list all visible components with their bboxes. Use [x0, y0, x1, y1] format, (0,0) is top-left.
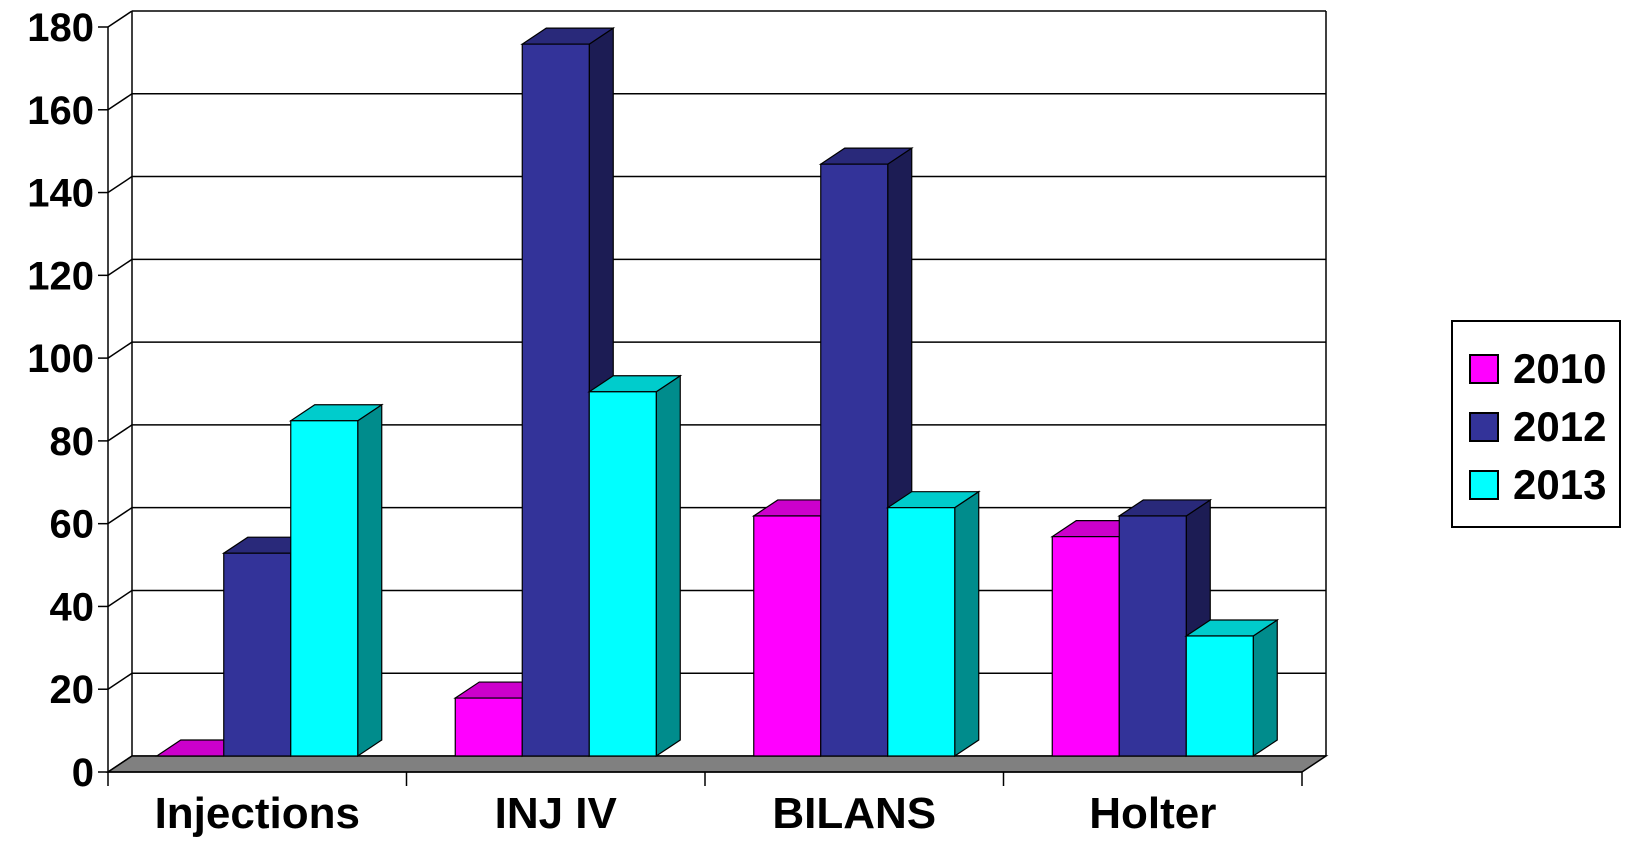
bar-2012-Injections	[223, 552, 292, 757]
bar-2013-INJ IV	[588, 391, 657, 757]
bar-2010-Holter	[1051, 536, 1120, 757]
y-tick-label: 0	[72, 751, 94, 795]
x-category-label: INJ IV	[495, 789, 618, 838]
legend-swatch-2010	[1469, 354, 1499, 384]
side-wall-gridline	[107, 672, 133, 690]
y-tick-label: 120	[27, 254, 94, 298]
side-wall-gridline	[107, 424, 133, 442]
x-category-label: Holter	[1089, 789, 1216, 838]
legend-label-2012: 2012	[1513, 403, 1607, 450]
y-tick-label: 20	[50, 668, 95, 712]
legend-swatch-2013	[1469, 470, 1499, 500]
y-tick-label: 40	[50, 585, 95, 629]
bar-2012-INJ IV	[521, 43, 590, 757]
x-category-label: Injections	[155, 789, 360, 838]
chart-floor	[105, 755, 1329, 773]
side-wall-gridline	[107, 93, 133, 111]
legend-label-2013: 2013	[1513, 461, 1607, 508]
side-wall-gridline	[107, 507, 133, 525]
y-tick-label: 100	[27, 337, 94, 381]
legend-item-2012: 2012	[1469, 402, 1606, 452]
bar-2012-Holter	[1118, 515, 1187, 757]
legend-item-2013: 2013	[1469, 460, 1606, 510]
bar-2013-BILANS	[887, 507, 956, 757]
legend: 2010 2012 2013	[1451, 320, 1621, 528]
side-wall-gridline	[107, 175, 133, 194]
side-wall-gridline	[107, 589, 133, 608]
bar-2010-BILANS	[753, 515, 822, 757]
side-wall-gridline	[107, 10, 133, 28]
bar-side-2013-Holter	[1252, 618, 1278, 758]
legend-label-2010: 2010	[1513, 345, 1607, 392]
side-wall-gridline	[107, 341, 133, 359]
y-tick-label: 140	[27, 172, 94, 216]
x-category-label: BILANS	[772, 789, 936, 838]
bar-side-2013-INJ IV	[655, 374, 681, 758]
y-tick-label: 180	[27, 6, 94, 50]
y-tick-label: 160	[27, 89, 94, 133]
bar-2012-BILANS	[820, 163, 889, 757]
legend-item-2010: 2010	[1469, 344, 1606, 394]
bar-side-2013-Injections	[357, 403, 383, 758]
bar-2010-INJ IV	[454, 697, 523, 757]
side-wall-gridline	[107, 258, 133, 276]
legend-swatch-2012	[1469, 412, 1499, 442]
bar-2013-Injections	[290, 420, 359, 757]
y-tick-label: 60	[50, 503, 95, 547]
y-tick-label: 80	[50, 420, 95, 464]
bar-side-2013-BILANS	[954, 490, 980, 758]
bar-2013-Holter	[1185, 635, 1254, 757]
